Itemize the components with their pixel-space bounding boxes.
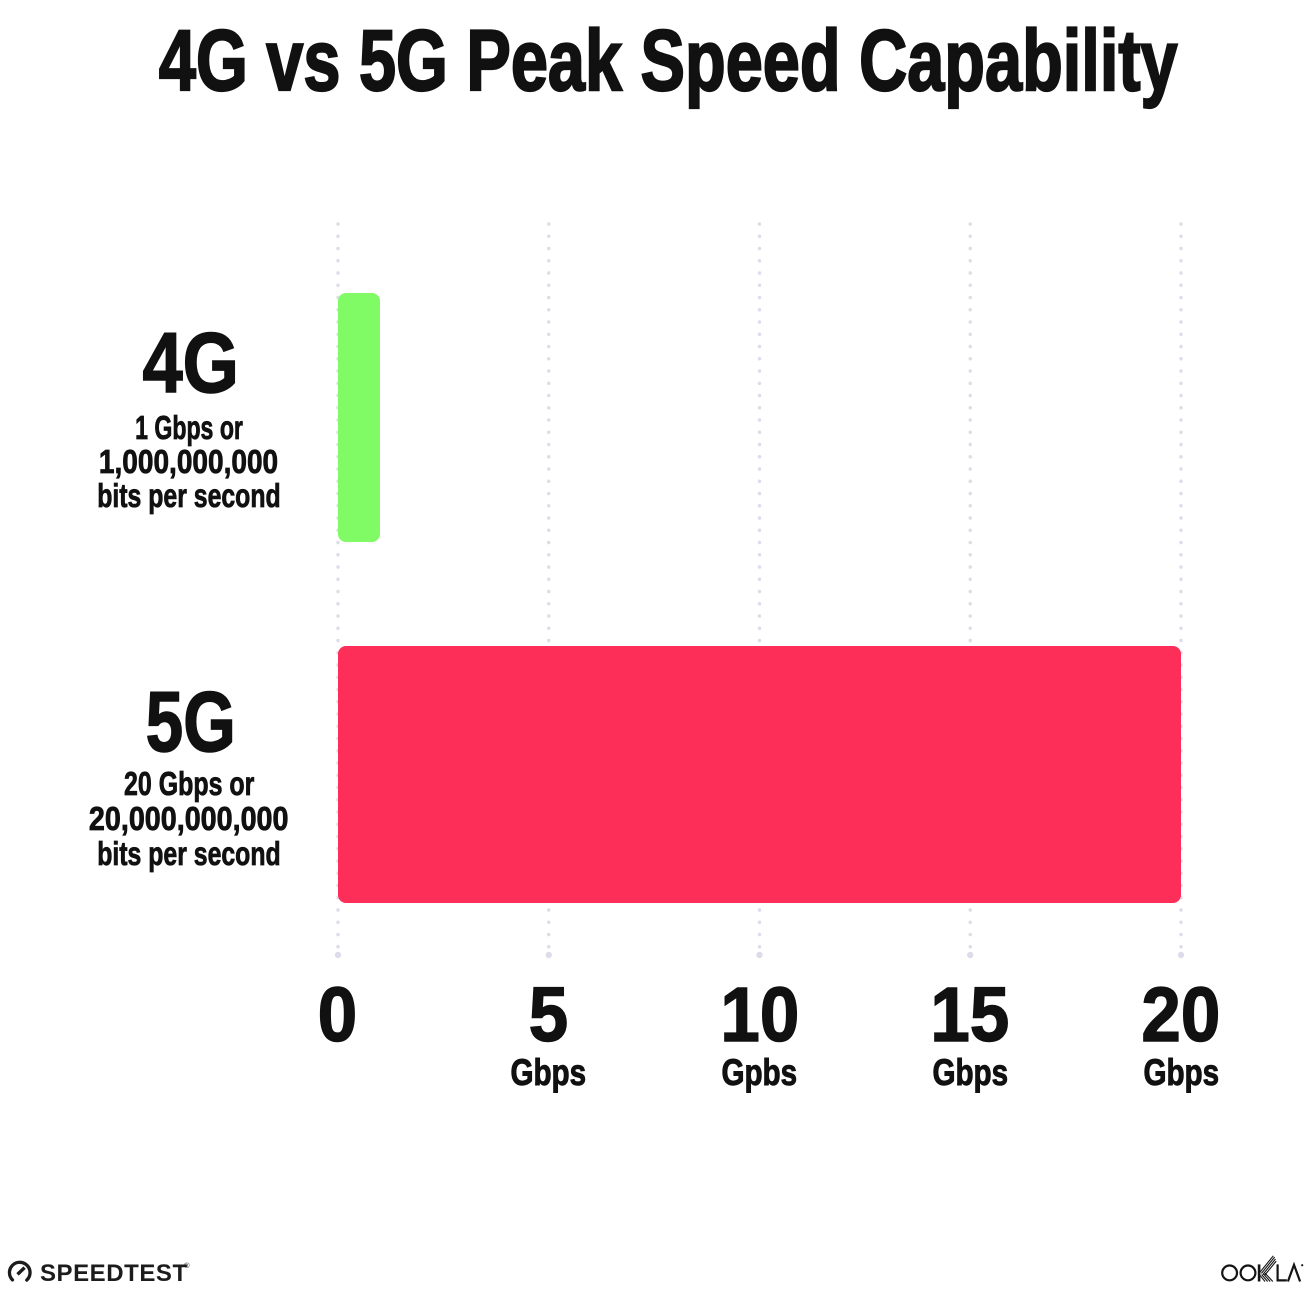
svg-text:®: ® bbox=[184, 1261, 190, 1270]
svg-text:SPEEDTEST: SPEEDTEST bbox=[40, 1260, 188, 1287]
